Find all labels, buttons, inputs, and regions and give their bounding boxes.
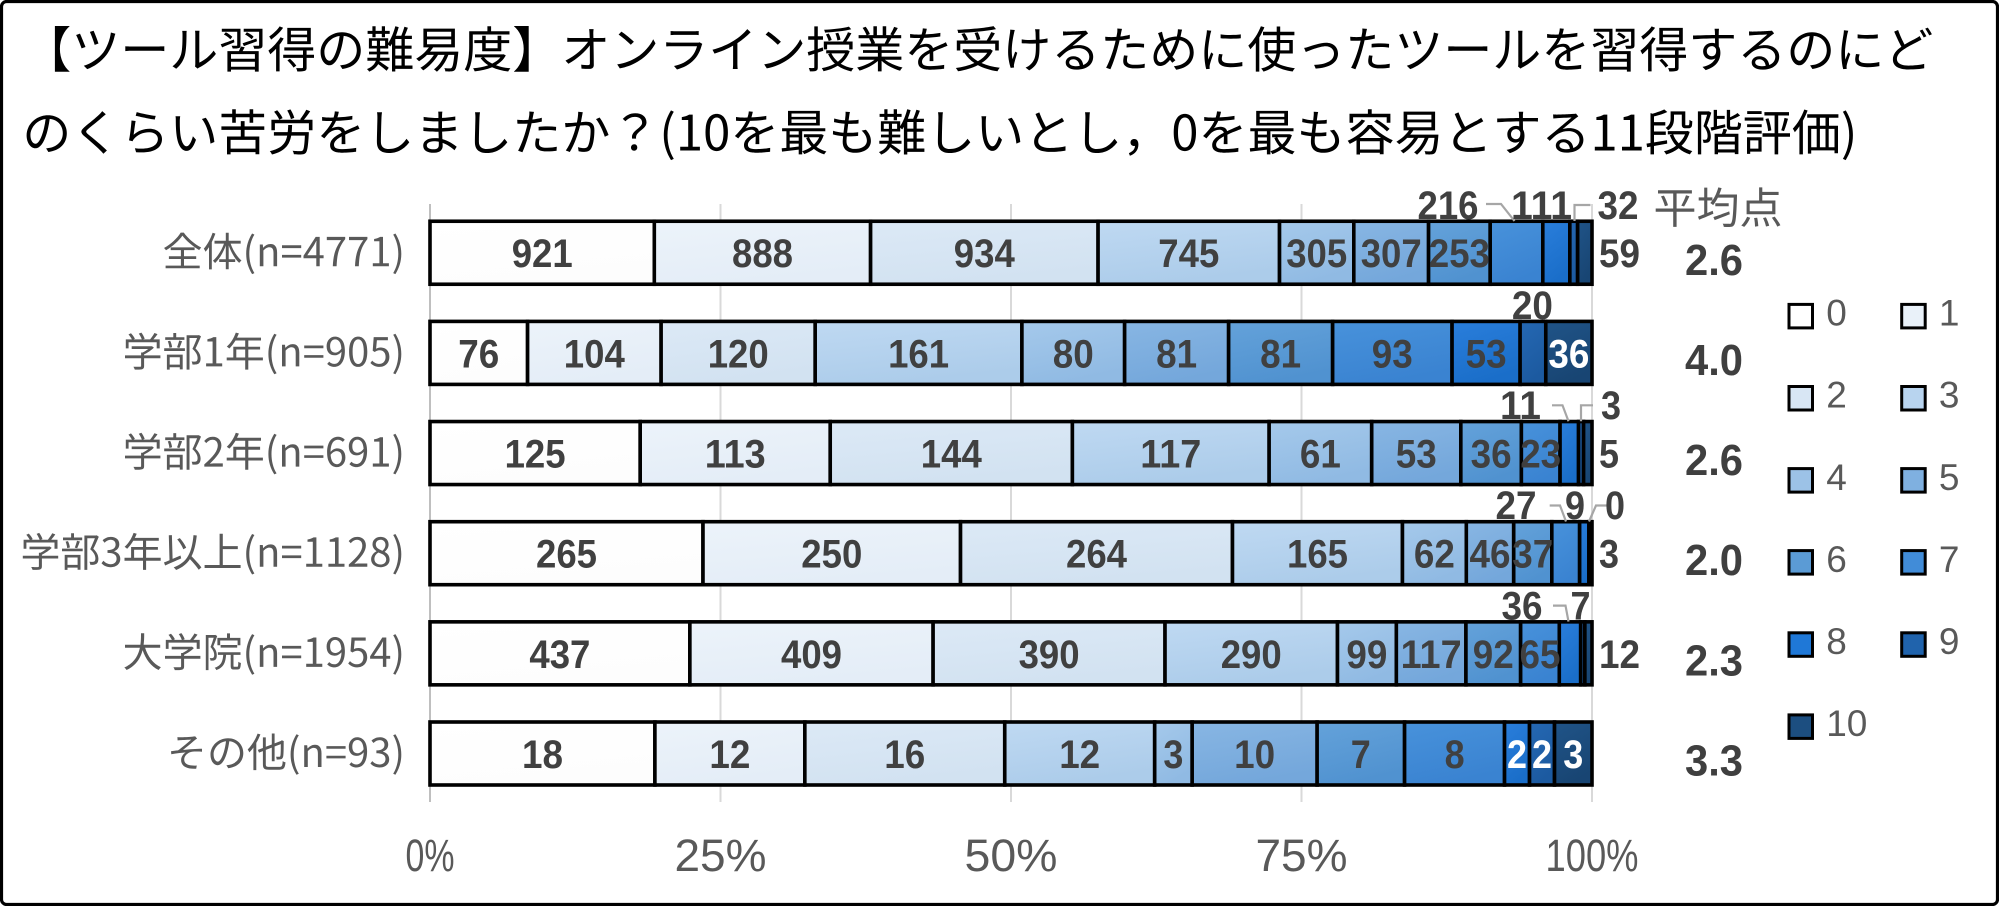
svg-text:265: 265 xyxy=(536,533,597,577)
svg-text:16: 16 xyxy=(884,733,925,777)
svg-text:165: 165 xyxy=(1287,533,1348,577)
svg-text:3: 3 xyxy=(1599,533,1619,577)
svg-text:50%: 50% xyxy=(965,830,1058,881)
svg-text:1: 1 xyxy=(1939,293,1960,334)
svg-text:117: 117 xyxy=(1140,433,1201,477)
svg-text:9: 9 xyxy=(1939,621,1960,662)
svg-text:10: 10 xyxy=(1826,703,1867,744)
svg-text:111: 111 xyxy=(1511,184,1572,228)
svg-text:290: 290 xyxy=(1221,633,1282,677)
svg-text:20: 20 xyxy=(1512,284,1553,328)
svg-text:0: 0 xyxy=(1605,484,1625,528)
svg-text:888: 888 xyxy=(732,232,793,276)
svg-text:144: 144 xyxy=(921,433,983,477)
svg-text:5: 5 xyxy=(1599,433,1619,477)
svg-text:161: 161 xyxy=(888,332,949,376)
svg-text:7: 7 xyxy=(1939,539,1960,580)
svg-text:9: 9 xyxy=(1565,484,1585,528)
svg-text:264: 264 xyxy=(1066,533,1128,577)
svg-text:10: 10 xyxy=(1234,733,1275,777)
svg-text:81: 81 xyxy=(1260,332,1301,376)
svg-text:4: 4 xyxy=(1826,457,1847,498)
svg-text:12: 12 xyxy=(1599,633,1640,677)
svg-text:76: 76 xyxy=(458,332,499,376)
svg-text:8: 8 xyxy=(1445,733,1465,777)
svg-text:27: 27 xyxy=(1496,484,1537,528)
svg-text:37: 37 xyxy=(1512,533,1553,577)
svg-text:2.0: 2.0 xyxy=(1685,536,1743,585)
svg-text:92: 92 xyxy=(1473,633,1514,677)
svg-text:23: 23 xyxy=(1520,433,1561,477)
svg-text:4.0: 4.0 xyxy=(1685,336,1743,385)
svg-text:8: 8 xyxy=(1826,621,1847,662)
svg-text:253: 253 xyxy=(1429,232,1490,276)
svg-text:2.6: 2.6 xyxy=(1685,236,1743,285)
svg-text:62: 62 xyxy=(1414,533,1455,577)
svg-text:6: 6 xyxy=(1826,539,1847,580)
svg-text:53: 53 xyxy=(1466,332,1507,376)
svg-text:12: 12 xyxy=(1059,733,1100,777)
svg-text:61: 61 xyxy=(1300,433,1341,477)
svg-text:3: 3 xyxy=(1601,384,1621,428)
svg-text:117: 117 xyxy=(1401,633,1462,677)
svg-text:921: 921 xyxy=(512,232,573,276)
svg-text:7: 7 xyxy=(1351,733,1371,777)
svg-text:390: 390 xyxy=(1019,633,1080,677)
svg-text:93: 93 xyxy=(1372,332,1413,376)
svg-text:12: 12 xyxy=(709,733,750,777)
svg-text:3: 3 xyxy=(1563,733,1583,777)
svg-text:2: 2 xyxy=(1826,375,1847,416)
svg-text:5: 5 xyxy=(1939,457,1960,498)
svg-text:250: 250 xyxy=(801,533,862,577)
svg-text:120: 120 xyxy=(708,332,769,376)
svg-text:0: 0 xyxy=(1826,293,1847,334)
svg-text:125: 125 xyxy=(505,433,566,477)
svg-text:59: 59 xyxy=(1599,232,1640,276)
svg-text:100%: 100% xyxy=(1546,830,1639,881)
svg-text:99: 99 xyxy=(1346,633,1387,677)
svg-text:32: 32 xyxy=(1598,184,1639,228)
svg-text:113: 113 xyxy=(705,433,766,477)
svg-text:75%: 75% xyxy=(1256,830,1348,881)
svg-text:934: 934 xyxy=(954,232,1016,276)
svg-text:81: 81 xyxy=(1156,332,1197,376)
svg-text:104: 104 xyxy=(564,332,626,376)
svg-text:409: 409 xyxy=(781,633,842,677)
svg-text:305: 305 xyxy=(1286,232,1347,276)
svg-text:25%: 25% xyxy=(675,830,767,881)
svg-text:11: 11 xyxy=(1500,384,1541,428)
svg-text:2: 2 xyxy=(1507,733,1527,777)
svg-text:2.3: 2.3 xyxy=(1685,636,1743,685)
svg-text:53: 53 xyxy=(1396,433,1437,477)
svg-text:36: 36 xyxy=(1471,433,1512,477)
svg-text:80: 80 xyxy=(1053,332,1094,376)
svg-text:2: 2 xyxy=(1532,733,1552,777)
svg-text:3: 3 xyxy=(1939,375,1960,416)
svg-text:65: 65 xyxy=(1520,633,1561,677)
svg-text:3: 3 xyxy=(1163,733,1183,777)
svg-text:3.3: 3.3 xyxy=(1685,737,1743,786)
svg-text:46: 46 xyxy=(1470,533,1511,577)
svg-text:18: 18 xyxy=(522,733,563,777)
svg-text:437: 437 xyxy=(529,633,590,677)
svg-text:307: 307 xyxy=(1361,232,1422,276)
svg-text:2.6: 2.6 xyxy=(1685,436,1743,485)
svg-text:7: 7 xyxy=(1571,584,1591,628)
svg-text:0%: 0% xyxy=(406,830,455,881)
svg-text:216: 216 xyxy=(1418,184,1479,228)
svg-text:745: 745 xyxy=(1158,232,1219,276)
svg-text:36: 36 xyxy=(1502,584,1543,628)
svg-text:36: 36 xyxy=(1548,332,1589,376)
